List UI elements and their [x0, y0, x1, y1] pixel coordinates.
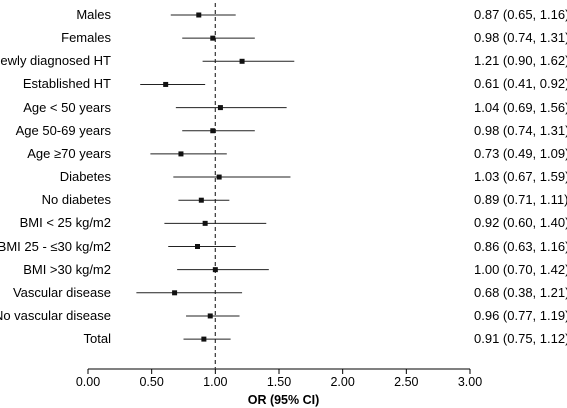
point-estimate-marker — [210, 35, 216, 41]
x-tick-label: 2.50 — [394, 375, 419, 389]
point-estimate-marker — [195, 244, 201, 249]
point-estimate-marker — [202, 220, 208, 226]
row-value: 0.61 (0.41, 0.92) — [474, 76, 567, 92]
row-value: 0.86 (0.63, 1.16) — [474, 238, 567, 254]
row-value: 1.21 (0.90, 1.62) — [474, 53, 567, 69]
point-estimate-marker — [212, 267, 218, 273]
row-label: Total — [83, 331, 111, 347]
point-estimate-marker — [216, 174, 222, 180]
row-label: BMI 25 - ≤30 kg/m2 — [0, 238, 111, 254]
row-label: No vascular disease — [0, 307, 111, 323]
row-value: 1.00 (0.70, 1.42) — [474, 261, 567, 277]
point-estimate-marker — [178, 151, 184, 157]
row-label: Females — [61, 30, 111, 46]
row-label: Diabetes — [59, 169, 111, 185]
row-label: BMI >30 kg/m2 — [23, 261, 111, 277]
row-label: Age 50-69 years — [15, 122, 111, 138]
row-value: 0.96 (0.77, 1.19) — [474, 307, 567, 323]
row-value: 1.04 (0.69, 1.56) — [474, 99, 567, 115]
row-value: 0.73 (0.49, 1.09) — [474, 145, 567, 161]
row-value: 0.91 (0.75, 1.12) — [474, 331, 567, 347]
x-tick-label: 3.00 — [457, 375, 483, 389]
x-tick-label: 0.00 — [75, 375, 101, 389]
x-tick-label: 1.00 — [203, 375, 228, 389]
row-label: Males — [76, 7, 111, 22]
x-tick-label: 2.00 — [330, 375, 355, 389]
row-label: Age < 50 years — [23, 99, 111, 115]
row-value: 1.03 (0.67, 1.59) — [474, 169, 567, 185]
row-value: 0.87 (0.65, 1.16) — [474, 7, 567, 22]
row-value: 0.89 (0.71, 1.11) — [474, 192, 567, 208]
point-estimate-marker — [201, 336, 207, 342]
x-tick-label: 1.50 — [266, 375, 292, 389]
row-value: 0.98 (0.74, 1.31) — [474, 30, 567, 46]
row-value: 0.98 (0.74, 1.31) — [474, 122, 567, 138]
point-estimate-marker — [207, 313, 213, 319]
point-estimate-marker — [239, 58, 245, 64]
x-tick-label: 0.50 — [139, 375, 164, 389]
row-value: 0.92 (0.60, 1.40) — [474, 215, 567, 231]
point-estimate-marker — [198, 197, 204, 203]
point-estimate-marker — [196, 12, 202, 18]
point-estimate-marker — [210, 128, 216, 134]
row-label: Established HT — [22, 76, 111, 92]
point-estimate-marker — [172, 290, 178, 296]
row-label: Age ≥70 years — [27, 145, 111, 161]
row-label: Vascular disease — [12, 284, 111, 300]
row-label: BMI < 25 kg/m2 — [19, 215, 111, 231]
point-estimate-marker — [163, 81, 169, 87]
point-estimate-marker — [217, 105, 223, 111]
row-label: Newly diagnosed HT — [0, 53, 111, 69]
row-value: 0.68 (0.38, 1.21) — [474, 284, 567, 300]
row-label: No diabetes — [41, 192, 111, 208]
x-axis-label: OR (95% CI) — [247, 393, 320, 407]
